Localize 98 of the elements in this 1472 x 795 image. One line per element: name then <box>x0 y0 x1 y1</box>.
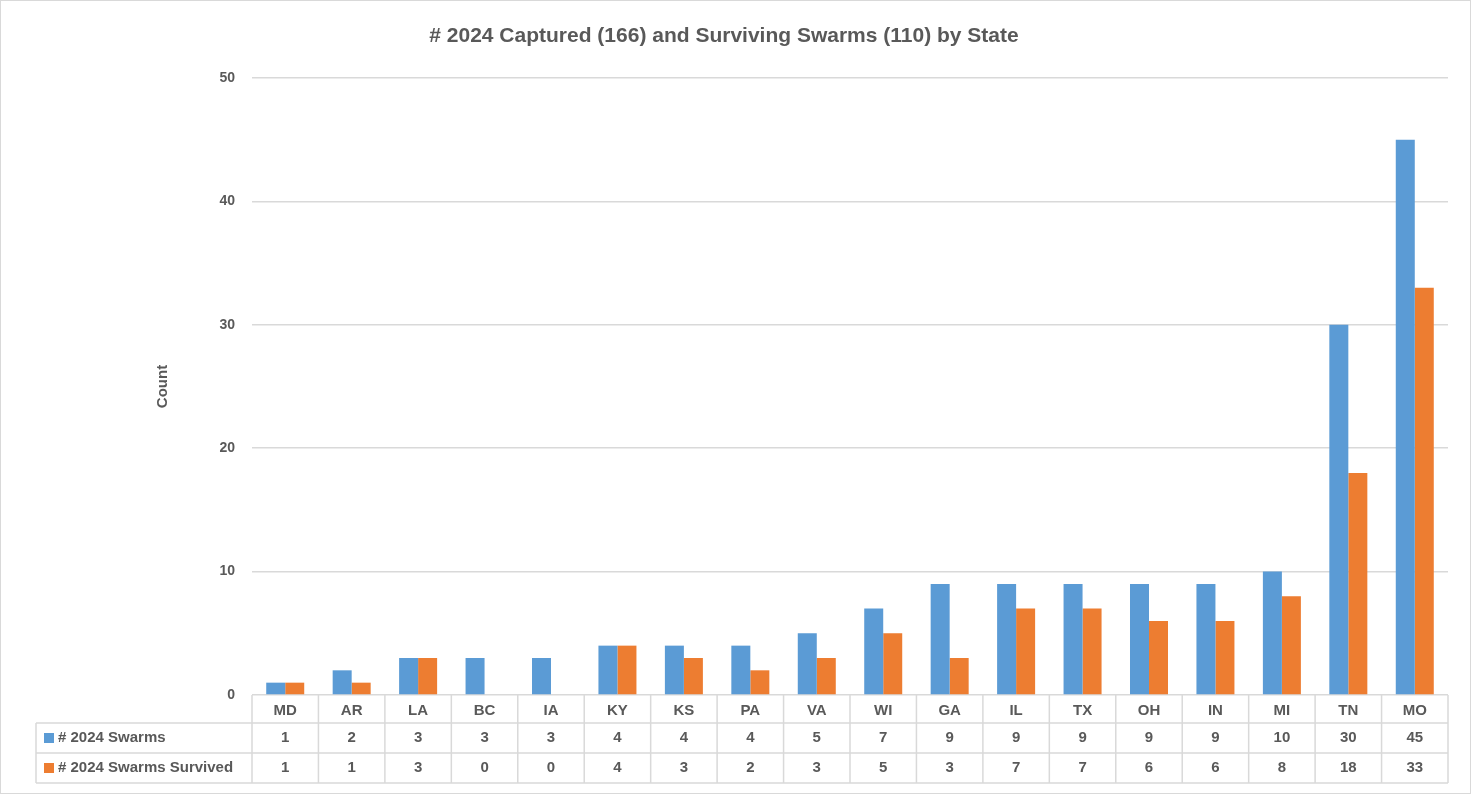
bar <box>1016 608 1036 695</box>
data-label: 6 <box>1211 758 1220 776</box>
bar <box>399 657 419 695</box>
data-label: 4 <box>679 728 689 746</box>
data-label: 7 <box>1011 758 1021 776</box>
bar <box>949 657 969 695</box>
data-label: 30 <box>1339 728 1357 746</box>
x-tick-label: MO <box>1402 701 1428 719</box>
x-tick-label: IA <box>543 701 559 719</box>
bar <box>883 633 903 695</box>
bar <box>664 645 684 695</box>
x-tick-label: MI <box>1273 701 1291 719</box>
data-label: 3 <box>546 728 556 746</box>
bar <box>418 657 438 695</box>
bar <box>1395 139 1415 695</box>
bar <box>351 682 371 695</box>
data-label: 9 <box>1211 728 1220 746</box>
x-tick-label: MD <box>273 701 298 719</box>
x-tick-label: VA <box>806 701 827 719</box>
data-label: 18 <box>1339 758 1357 776</box>
data-label: 3 <box>480 728 489 746</box>
data-label: 7 <box>1078 758 1087 776</box>
bar <box>683 657 703 695</box>
bar <box>266 682 286 695</box>
bar <box>1262 571 1282 695</box>
x-tick-label: KS <box>673 701 695 719</box>
data-label: 6 <box>1144 758 1154 776</box>
data-label: 4 <box>746 728 756 746</box>
x-tick-label: WI <box>874 701 893 719</box>
x-tick-label: KY <box>607 701 628 719</box>
bar <box>1348 472 1368 695</box>
bar <box>731 645 751 695</box>
data-label: 1 <box>347 758 356 776</box>
bar <box>864 608 884 695</box>
bar <box>930 583 950 695</box>
data-label: 2 <box>746 758 755 776</box>
data-label: 9 <box>1144 728 1154 746</box>
bar <box>997 583 1017 695</box>
x-tick-label: BC <box>473 701 496 719</box>
x-tick-label: OH <box>1137 701 1161 719</box>
y-tick-label: 20 <box>219 439 236 456</box>
data-label: 4 <box>613 758 623 776</box>
data-label: 8 <box>1277 758 1287 776</box>
bar <box>1082 608 1102 695</box>
data-label: 9 <box>1078 728 1087 746</box>
x-tick-label: AR <box>340 701 363 719</box>
bar <box>532 657 551 695</box>
data-label: 2 <box>347 728 356 746</box>
data-label: 33 <box>1406 758 1424 776</box>
data-label: 9 <box>945 728 954 746</box>
data-label: 5 <box>879 758 888 776</box>
y-tick-label: 0 <box>227 685 236 702</box>
data-label: 0 <box>480 758 489 776</box>
bar <box>750 670 770 695</box>
x-tick-label: TX <box>1072 701 1093 719</box>
bar <box>1063 583 1083 695</box>
y-tick-label: 50 <box>219 68 236 85</box>
data-label: 3 <box>812 758 821 776</box>
data-label: 9 <box>1011 728 1021 746</box>
data-label: 4 <box>613 728 623 746</box>
data-label: 5 <box>812 728 821 746</box>
data-label: 3 <box>413 758 423 776</box>
x-tick-label: PA <box>740 701 761 719</box>
bar <box>797 633 817 695</box>
bar <box>1215 620 1235 695</box>
bar <box>1414 287 1434 695</box>
data-label: 45 <box>1406 728 1424 746</box>
data-label: 10 <box>1273 728 1291 746</box>
data-label: 3 <box>945 758 954 776</box>
x-tick-label: IL <box>1009 701 1023 719</box>
bar <box>285 682 305 695</box>
bar <box>617 645 637 695</box>
data-label: 3 <box>679 758 689 776</box>
bar <box>332 670 352 695</box>
data-label: 3 <box>413 728 423 746</box>
x-tick-label: GA <box>938 701 962 719</box>
data-label: 1 <box>281 728 290 746</box>
bar <box>598 645 618 695</box>
bar <box>1130 583 1149 695</box>
x-tick-label: TN <box>1338 701 1359 719</box>
bar <box>1329 324 1349 695</box>
legend-label: # 2024 Swarms <box>58 728 166 746</box>
y-axis-title: Count <box>153 364 171 409</box>
bar <box>465 657 485 695</box>
bar <box>1196 583 1216 695</box>
chart-title: # 2024 Captured (166) and Surviving Swarms (110) by State <box>429 22 1019 46</box>
y-tick-label: 40 <box>219 192 236 209</box>
data-label: 7 <box>879 728 888 746</box>
bar <box>816 657 836 695</box>
data-label: 0 <box>546 758 556 776</box>
legend-label: # 2024 Swarms Survived <box>58 758 234 776</box>
x-tick-label: IN <box>1207 701 1223 719</box>
y-tick-label: 10 <box>219 562 236 579</box>
bar <box>1281 596 1301 695</box>
data-label: 1 <box>281 758 290 776</box>
x-tick-label: LA <box>408 701 429 719</box>
bar <box>1149 620 1168 695</box>
y-tick-label: 30 <box>219 315 236 332</box>
